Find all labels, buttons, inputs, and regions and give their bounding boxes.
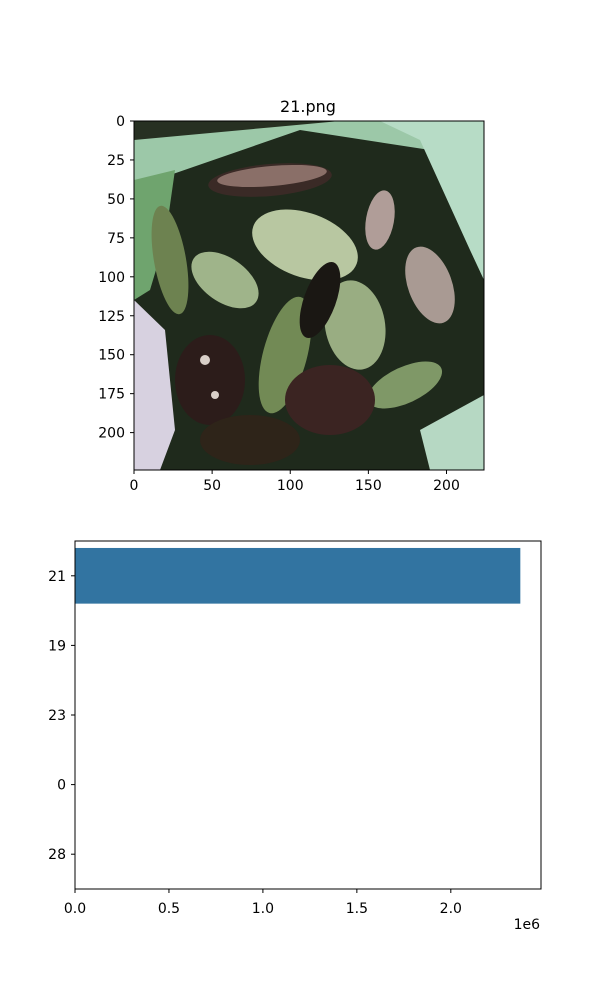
image-x-tick-label: 100	[277, 478, 304, 494]
image-y-tick-label: 75	[107, 231, 125, 247]
bar-x-tick-label: 0.0	[64, 901, 86, 917]
image-y-tick-label: 125	[98, 309, 125, 325]
image-y-tick-label: 100	[98, 270, 125, 286]
bar-x-axis: 0.0 0.5 1.0 1.5 2.0	[64, 889, 462, 917]
image-y-tick-label: 50	[107, 192, 125, 208]
category-label: 0	[57, 778, 66, 794]
bar-x-tick-label: 0.5	[158, 901, 180, 917]
category-label: 23	[48, 708, 66, 724]
bar-x-tick-label: 2.0	[440, 901, 462, 917]
image-y-axis: 0 25 50 75 100 125 150 175 200	[98, 114, 134, 442]
image-title: 21.png	[280, 97, 336, 116]
image-x-tick-label: 200	[433, 478, 460, 494]
food-photo	[134, 121, 484, 470]
x-axis-offset-label: 1e6	[514, 917, 541, 933]
category-label: 19	[48, 638, 66, 654]
image-y-tick-label: 175	[98, 387, 125, 403]
image-y-tick-label: 200	[98, 426, 125, 442]
image-x-tick-label: 150	[355, 478, 382, 494]
bars	[75, 547, 521, 604]
bar-chart: 0.0 0.5 1.0 1.5 2.0 21 19 23 0 28 1e6	[48, 540, 542, 933]
bar-21	[75, 547, 521, 604]
image-panel: 21.png	[98, 97, 485, 494]
image-x-tick-label: 50	[203, 478, 221, 494]
image-frame	[133, 120, 485, 471]
image-y-tick-label: 0	[116, 114, 125, 130]
image-x-tick-label: 0	[130, 478, 139, 494]
image-y-tick-label: 150	[98, 348, 125, 364]
bar-y-axis: 21 19 23 0 28	[48, 569, 75, 863]
bar-x-tick-label: 1.5	[346, 901, 368, 917]
bar-x-tick-label: 1.0	[252, 901, 274, 917]
category-label: 21	[48, 569, 66, 585]
category-label: 28	[48, 847, 66, 863]
image-y-tick-label: 25	[107, 153, 125, 169]
image-x-axis: 0 50 100 150 200	[130, 470, 460, 494]
